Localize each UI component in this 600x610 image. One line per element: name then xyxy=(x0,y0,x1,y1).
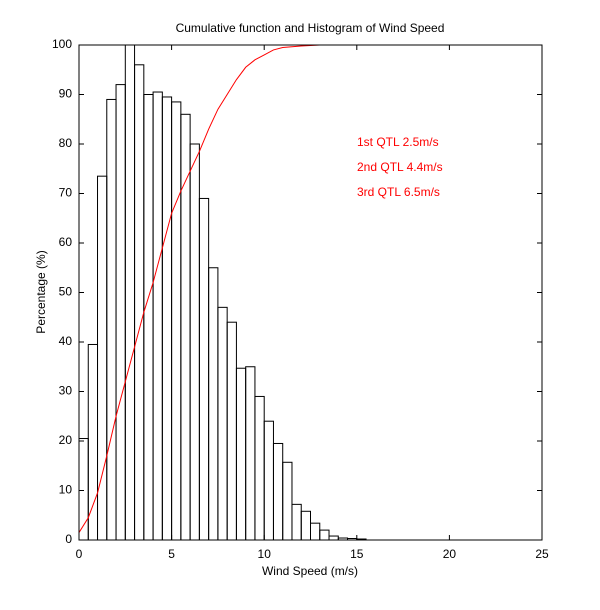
y-tick-label: 20 xyxy=(59,433,73,447)
y-tick-label: 80 xyxy=(59,136,73,150)
annotation: 2nd QTL 4.4m/s xyxy=(357,160,443,174)
plot-area xyxy=(79,45,542,540)
y-tick-label: 50 xyxy=(59,285,73,299)
y-tick-label: 90 xyxy=(59,87,73,101)
chart-title: Cumulative function and Histogram of Win… xyxy=(176,21,445,35)
y-tick-label: 0 xyxy=(65,532,72,546)
x-axis-label: Wind Speed (m/s) xyxy=(262,564,358,578)
annotation: 1st QTL 2.5m/s xyxy=(357,135,439,149)
annotation: 3rd QTL 6.5m/s xyxy=(357,185,440,199)
x-tick-label: 0 xyxy=(76,547,83,561)
x-tick-label: 10 xyxy=(258,547,272,561)
x-tick-label: 20 xyxy=(443,547,457,561)
y-tick-label: 30 xyxy=(59,384,73,398)
y-tick-label: 40 xyxy=(59,334,73,348)
y-tick-label: 10 xyxy=(59,483,73,497)
cdf-line xyxy=(79,45,542,533)
histogram-bar xyxy=(282,461,293,540)
x-tick-label: 5 xyxy=(168,547,175,561)
x-tick-label: 15 xyxy=(350,547,364,561)
y-tick-label: 60 xyxy=(59,235,73,249)
y-tick-label: 70 xyxy=(59,186,73,200)
x-tick-label: 25 xyxy=(535,547,549,561)
y-tick-label: 100 xyxy=(52,37,72,51)
y-axis-label: Percentage (%) xyxy=(34,250,48,333)
